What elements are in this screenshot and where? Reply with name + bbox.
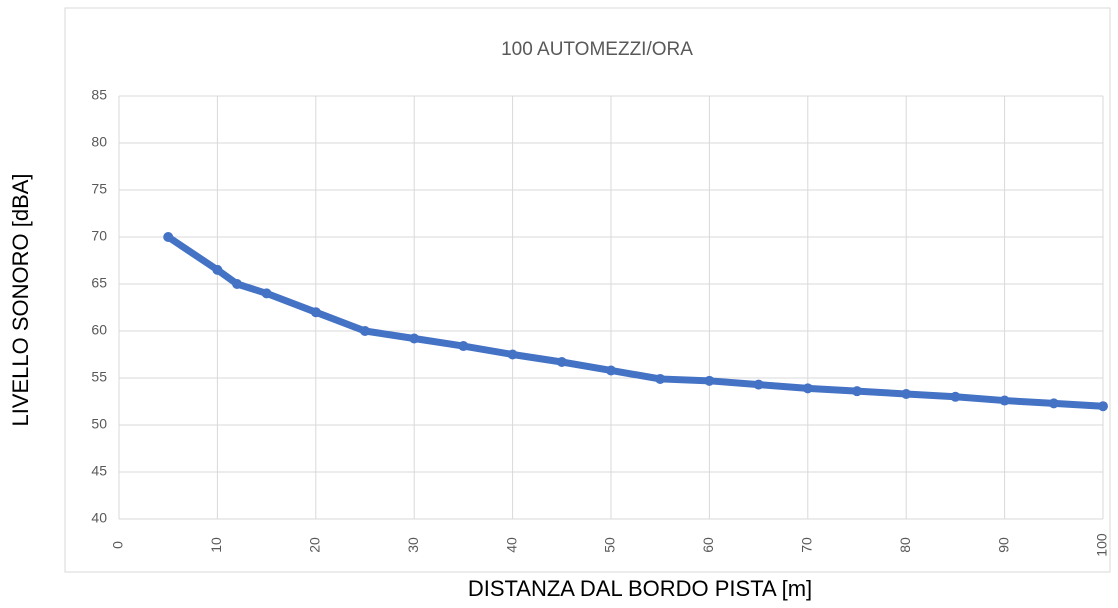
- data-point: [409, 333, 420, 344]
- data-point: [901, 388, 912, 399]
- data-point: [802, 383, 813, 394]
- y-axis-label: LIVELLO SONORO [dBA]: [8, 173, 33, 426]
- data-point: [360, 326, 370, 336]
- data-point: [310, 307, 321, 318]
- y-tick-label: 55: [91, 369, 107, 385]
- x-tick-label: 70: [799, 537, 815, 553]
- data-point: [458, 341, 469, 352]
- data-point: [261, 288, 272, 299]
- data-point: [212, 264, 223, 275]
- data-point: [163, 232, 174, 242]
- y-tick-label: 50: [91, 416, 107, 432]
- x-tick-label: 10: [208, 537, 224, 553]
- data-point: [507, 349, 518, 360]
- x-tick-label: 30: [405, 537, 421, 553]
- data-point: [1098, 401, 1108, 412]
- y-tick-label: 60: [91, 322, 107, 338]
- data-point: [950, 391, 961, 402]
- chart-frame: [64, 7, 1111, 573]
- x-axis-label: DISTANZA DAL BORDO PISTA [m]: [468, 576, 812, 601]
- y-tick-label: 70: [91, 228, 107, 244]
- data-point: [999, 395, 1010, 406]
- y-tick-label: 80: [91, 134, 107, 150]
- chart-title: 100 AUTOMEZZI/ORA: [501, 39, 693, 60]
- y-tick-label: 45: [91, 463, 107, 479]
- x-tick-label: 90: [995, 537, 1011, 553]
- x-tick-label: 80: [897, 537, 913, 553]
- y-tick-label: 40: [91, 510, 107, 526]
- y-tick-label: 75: [91, 181, 107, 197]
- data-point: [232, 279, 243, 289]
- data-point: [655, 373, 666, 384]
- x-tick-label: 40: [503, 537, 519, 553]
- data-point: [606, 365, 616, 376]
- data-point: [753, 379, 764, 390]
- y-tick-label: 65: [91, 275, 107, 291]
- data-point: [704, 375, 715, 386]
- x-tick-label: 100: [1094, 533, 1110, 557]
- data-point: [852, 386, 862, 397]
- y-tick-label: 85: [91, 87, 107, 103]
- x-tick-label: 20: [307, 537, 323, 553]
- x-tick-label: 60: [700, 537, 716, 553]
- x-tick-label: 50: [602, 537, 618, 553]
- data-point: [556, 357, 567, 368]
- data-point: [1048, 398, 1059, 409]
- x-tick-label: 0: [110, 541, 126, 549]
